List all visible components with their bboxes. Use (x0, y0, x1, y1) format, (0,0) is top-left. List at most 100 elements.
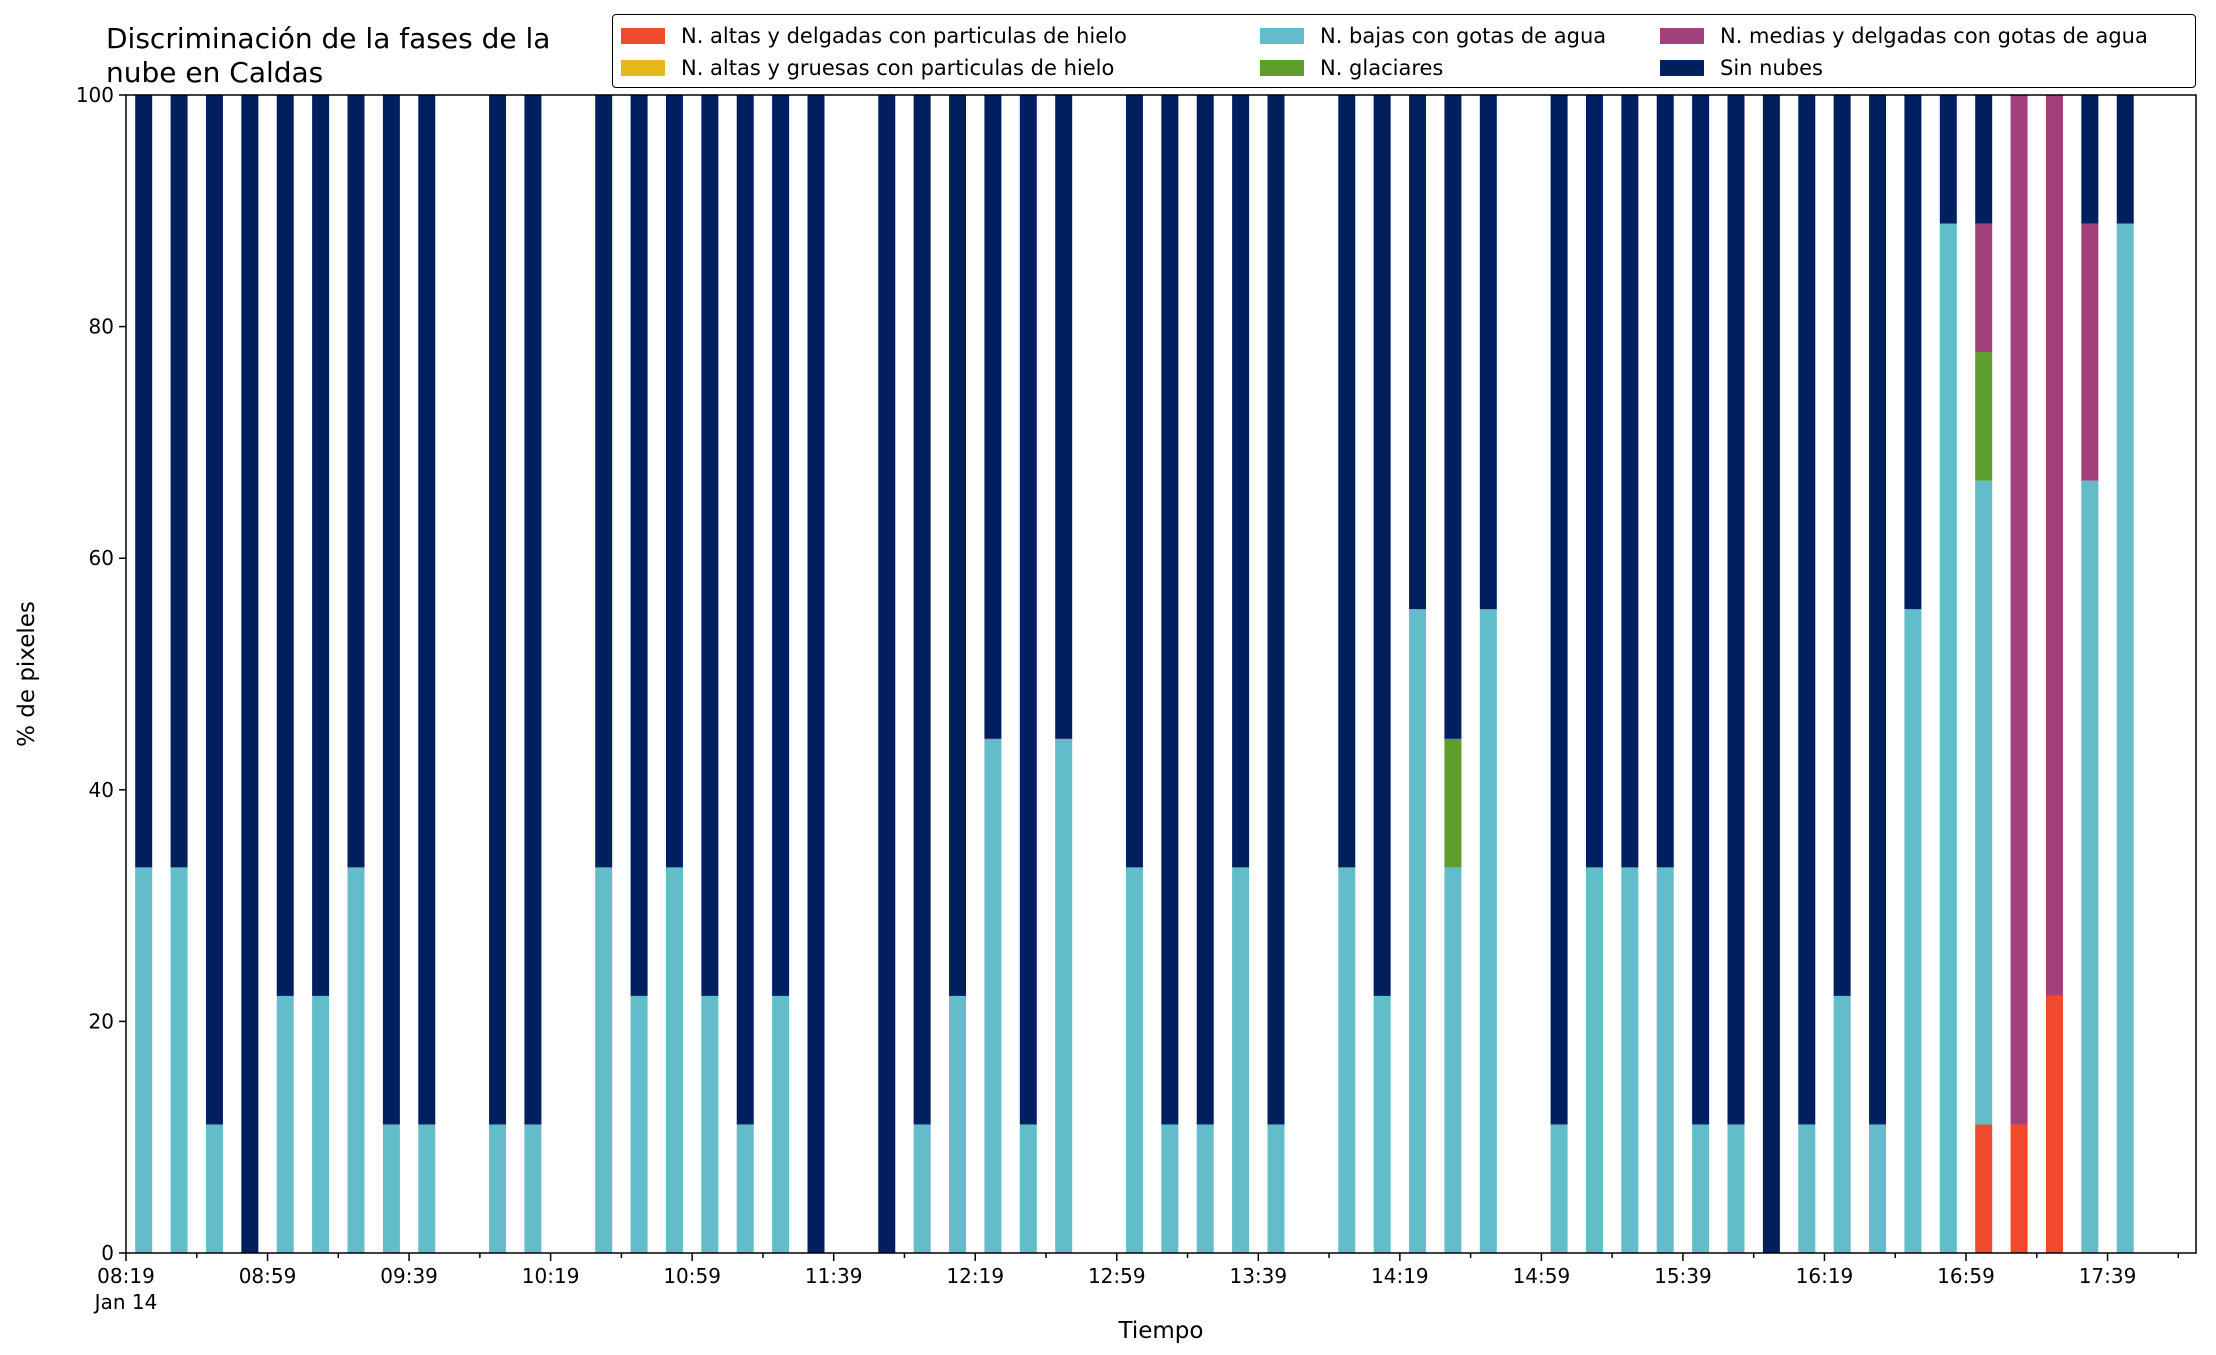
bar-segment (205, 1124, 223, 1253)
bar-segment (347, 95, 365, 868)
bar-segment (1621, 867, 1639, 1253)
bar-segment (276, 995, 294, 1253)
bar-segment (135, 95, 153, 868)
bar-segment (949, 95, 967, 996)
bar-segment (1161, 1124, 1179, 1253)
bar-segment (170, 867, 188, 1253)
bar-segment (1550, 1124, 1568, 1253)
bar-segment (2010, 95, 2028, 1125)
bar-segment (701, 95, 719, 996)
bar-segment (1975, 1124, 1993, 1253)
bar-segment (1196, 1124, 1214, 1253)
bar-segment (1550, 95, 1568, 1125)
bar-segment (1727, 1124, 1745, 1253)
x-tick-label: 08:19 (97, 1264, 155, 1288)
y-tick-label: 100 (76, 83, 114, 107)
bar-segment (665, 95, 683, 868)
bar-segment (1373, 995, 1391, 1253)
bar-segment (1585, 95, 1603, 868)
bar-segment (772, 95, 790, 996)
bar-segment (1444, 738, 1462, 868)
legend-label: Sin nubes (1720, 56, 1823, 80)
bar-segment (1338, 867, 1356, 1253)
bar-segment (736, 95, 754, 1125)
y-axis: 0 20 40 60 80 100 (76, 83, 126, 1265)
bar-segment (1692, 95, 1710, 1125)
bar-segment (1975, 352, 1993, 481)
legend-item: N. glaciares (1260, 55, 1443, 81)
bar-segment (382, 1124, 400, 1253)
bar-segment (1055, 95, 1073, 739)
bar-segment (489, 95, 507, 1125)
legend-swatch (621, 60, 665, 76)
bar-segment (1409, 95, 1427, 610)
bar-segment (1939, 223, 1957, 1254)
x-tick-label: 13:39 (1229, 1264, 1287, 1288)
bar-segment (2010, 1124, 2028, 1253)
legend-item: Sin nubes (1660, 55, 1823, 81)
bar-segment (1125, 867, 1143, 1253)
bar-segment (1267, 95, 1285, 1125)
bar-segment (241, 95, 259, 1253)
legend-label: N. altas y gruesas con particulas de hie… (681, 56, 1115, 80)
bar-segment (2081, 95, 2099, 224)
legend-swatch (621, 28, 665, 44)
bar-segment (2081, 480, 2099, 1253)
bar-segment (913, 1124, 931, 1253)
bar-segment (736, 1124, 754, 1253)
x-tick-label: 10:59 (663, 1264, 721, 1288)
bar-segment (1232, 867, 1250, 1253)
bar-segment (312, 995, 330, 1253)
x-tick-label: 17:39 (2079, 1264, 2137, 1288)
bar-segment (135, 867, 153, 1253)
legend-label: N. glaciares (1320, 56, 1444, 80)
bar-segment (595, 867, 613, 1253)
x-tick-label: 16:19 (1796, 1264, 1854, 1288)
bar-segment (1585, 867, 1603, 1253)
bar-segment (1125, 95, 1143, 868)
bar-segment (205, 95, 223, 1125)
legend-label: N. bajas con gotas de agua (1320, 24, 1607, 48)
bar-segment (949, 995, 967, 1253)
x-tick-label: 14:19 (1371, 1264, 1429, 1288)
bar-segment (1373, 95, 1391, 996)
y-tick-label: 80 (89, 315, 114, 339)
legend-label: N. altas y delgadas con particulas de hi… (681, 24, 1127, 48)
y-tick-label: 40 (89, 778, 114, 802)
bar-segment (1019, 95, 1037, 1125)
bar-segment (913, 95, 931, 1125)
x-tick-label: 14:59 (1513, 1264, 1571, 1288)
bar-segment (1479, 609, 1497, 1253)
bar-segment (1621, 95, 1639, 868)
bar-segment (1444, 867, 1462, 1253)
x-tick-label: 08:59 (239, 1264, 297, 1288)
bar-segment (1656, 95, 1674, 868)
bar-segment (418, 1124, 436, 1253)
bar-segment (1196, 95, 1214, 1125)
plot-frame (125, 94, 2197, 1254)
legend-item: N. medias y delgadas con gotas de agua (1660, 23, 2148, 49)
bar-segment (1833, 95, 1851, 996)
bar-segment (1232, 95, 1250, 868)
x-axis-label: Tiempo (1118, 1318, 1204, 1344)
bar-segment (1904, 609, 1922, 1253)
bar-segment (1267, 1124, 1285, 1253)
bar-segment (1161, 95, 1179, 1125)
bar-segment (2116, 223, 2134, 1254)
x-tick-label: 15:39 (1654, 1264, 1712, 1288)
legend: N. altas y delgadas con particulas de hi… (612, 14, 2196, 88)
bar-segment (1656, 867, 1674, 1253)
bar-segment (1798, 95, 1816, 1125)
bar-segment (878, 95, 896, 1253)
chart-title: Discriminación de la fases de la nube en… (106, 22, 551, 89)
bar-segment (1939, 95, 1957, 224)
bar-segment (2045, 95, 2063, 996)
bar-segment (984, 95, 1002, 739)
bar-segment (347, 867, 365, 1253)
bar-segment (630, 95, 648, 996)
legend-swatch (1660, 28, 1704, 44)
bar-segment (2045, 995, 2063, 1253)
x-tick-label: 16:59 (1937, 1264, 1995, 1288)
bar-segment (701, 995, 719, 1253)
